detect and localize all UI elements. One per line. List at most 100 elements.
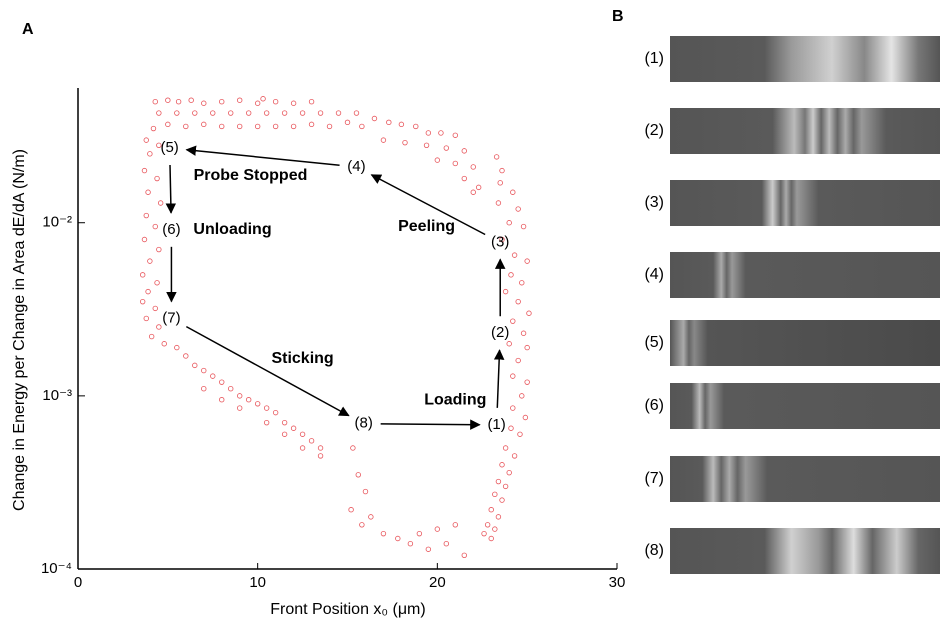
point — [402, 139, 408, 146]
point — [380, 530, 387, 537]
point — [371, 115, 378, 122]
point — [148, 333, 155, 340]
point — [263, 110, 270, 116]
point — [157, 200, 164, 206]
point — [353, 110, 360, 116]
chart: A Front Position x₀ (μm) Change in Energ… — [11, 21, 626, 618]
point — [519, 280, 525, 286]
phase-label: Peeling — [398, 218, 455, 235]
point — [524, 379, 530, 385]
point — [481, 530, 487, 537]
point — [497, 180, 503, 186]
image-label: (1) — [644, 50, 664, 67]
y-axis-label: Change in Energy per Change in Area dE/d… — [11, 149, 28, 511]
state-label: (2) — [491, 324, 509, 341]
point — [335, 110, 342, 116]
state-label: (8) — [354, 415, 372, 432]
point — [499, 236, 505, 243]
point — [156, 142, 162, 149]
point — [515, 298, 521, 305]
point — [219, 379, 225, 385]
point — [228, 385, 234, 392]
point — [443, 145, 450, 151]
point — [368, 514, 374, 520]
phase-label: Loading — [424, 392, 486, 409]
point — [192, 110, 198, 116]
point — [461, 148, 467, 154]
point — [359, 522, 365, 528]
point — [143, 137, 149, 143]
point — [290, 123, 297, 130]
point — [175, 99, 182, 105]
image — [670, 456, 940, 502]
point — [326, 123, 333, 130]
point — [452, 522, 458, 528]
point — [520, 223, 527, 230]
point — [299, 110, 306, 116]
point — [380, 137, 387, 143]
point — [281, 110, 288, 116]
point — [407, 540, 414, 547]
image-label: (8) — [644, 542, 664, 559]
image — [670, 108, 940, 154]
point — [161, 341, 167, 347]
point — [308, 99, 315, 105]
point — [502, 483, 509, 490]
point — [152, 99, 158, 105]
point — [495, 200, 502, 206]
point — [359, 123, 365, 130]
image-label: (6) — [644, 397, 664, 414]
phase-label: Unloading — [193, 221, 271, 238]
point — [488, 507, 494, 513]
point — [188, 97, 194, 103]
y-tick-label: 10⁻⁴ — [41, 560, 72, 577]
point — [154, 175, 160, 182]
point — [398, 121, 405, 128]
point — [201, 367, 207, 374]
point — [139, 298, 146, 305]
point — [506, 341, 512, 347]
x-axis-label: Front Position x₀ (μm) — [270, 601, 425, 618]
state-label: (6) — [162, 221, 180, 238]
point — [308, 438, 315, 444]
point — [299, 431, 306, 437]
point — [519, 393, 525, 399]
transition-arrow — [165, 165, 177, 214]
point — [434, 157, 441, 163]
point — [506, 469, 512, 476]
point — [141, 167, 148, 174]
point — [510, 189, 516, 195]
point — [245, 110, 252, 116]
point — [344, 119, 351, 126]
point — [495, 478, 502, 485]
point — [461, 552, 467, 558]
point — [511, 252, 518, 258]
point — [263, 419, 270, 426]
state-label: (3) — [491, 233, 509, 250]
state-label: (4) — [347, 158, 365, 175]
point — [192, 362, 198, 369]
transition-arrow — [380, 419, 481, 430]
point — [183, 123, 189, 130]
point — [236, 393, 243, 399]
point — [272, 123, 279, 130]
x-tick-label: 30 — [609, 574, 626, 591]
x-tick-label: 20 — [429, 574, 446, 591]
point — [299, 445, 306, 451]
image — [670, 383, 940, 429]
point — [510, 318, 516, 324]
x-tick-label: 10 — [249, 574, 266, 591]
point — [510, 405, 516, 411]
image — [670, 36, 940, 82]
point — [488, 535, 494, 542]
phase-label: Probe Stopped — [194, 167, 308, 184]
point — [156, 246, 162, 253]
point — [317, 453, 324, 459]
point — [423, 142, 430, 149]
point — [201, 100, 207, 106]
point — [470, 164, 476, 170]
point — [174, 344, 180, 351]
state-label: (1) — [487, 416, 505, 433]
point — [452, 132, 458, 138]
